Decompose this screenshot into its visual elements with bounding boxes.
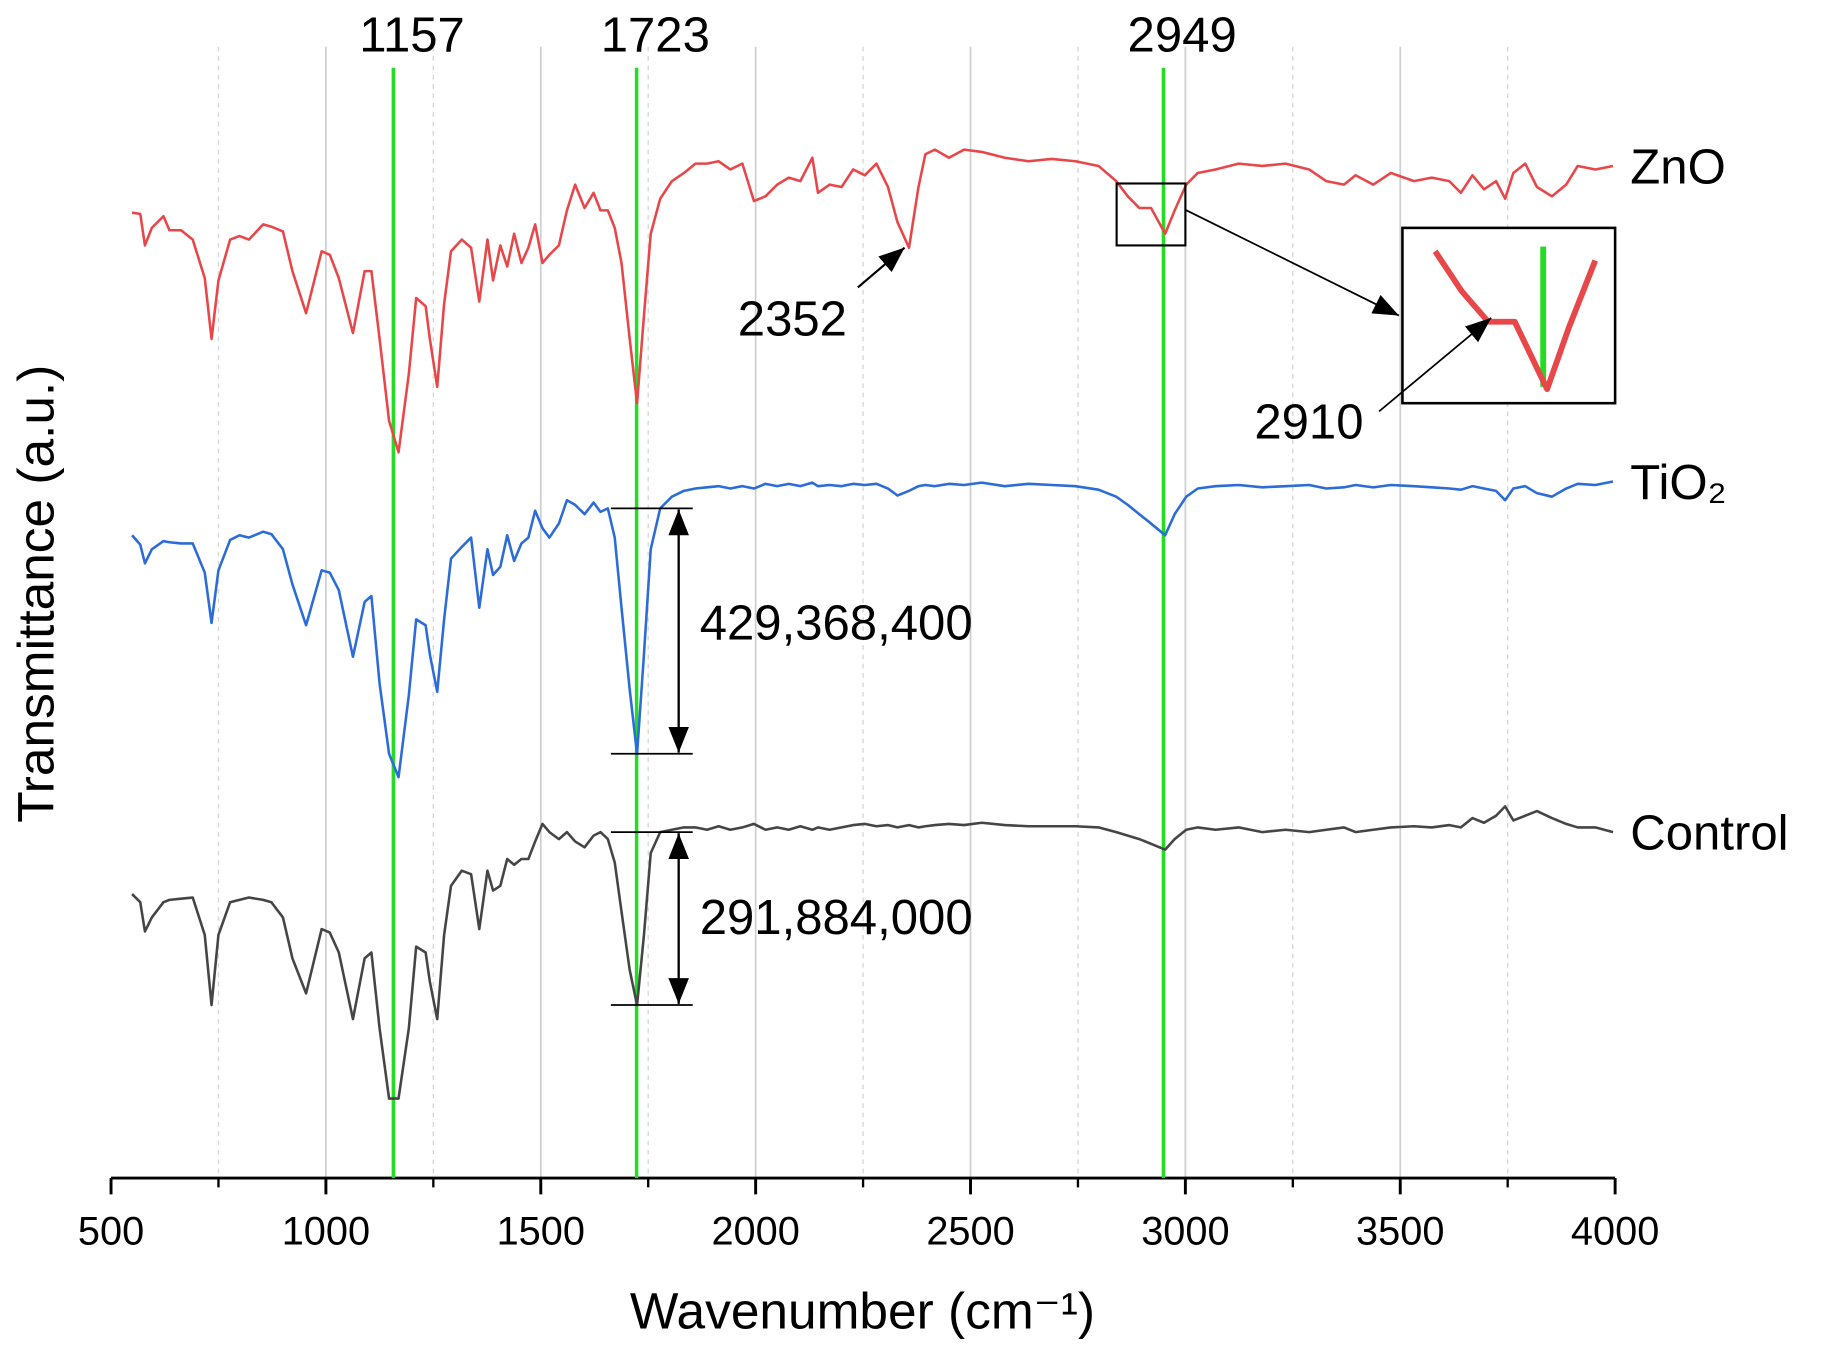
peak-label: 1723 — [601, 9, 710, 63]
series-label: TiO₂ — [1630, 456, 1726, 510]
callout-label: 2910 — [1254, 395, 1363, 449]
x-tick-label: 2000 — [711, 1210, 799, 1254]
x-tick-label: 3000 — [1141, 1210, 1229, 1254]
x-tick-label: 3500 — [1356, 1210, 1444, 1254]
x-axis-title: Wavenumber (cm⁻¹) — [630, 1281, 1095, 1339]
series-line — [131, 148, 1614, 454]
height-label: 291,884,000 — [700, 891, 973, 945]
peak-label: 2949 — [1128, 9, 1237, 63]
x-tick-label: 2500 — [926, 1210, 1014, 1254]
peak-label: 1157 — [359, 9, 465, 63]
zoom-box — [1115, 182, 1187, 247]
x-tick-label: 500 — [78, 1210, 144, 1254]
zoom-connector — [1184, 208, 1400, 317]
callout-arrow — [1378, 317, 1492, 413]
callout-arrow — [857, 246, 906, 289]
x-tick-label: 1000 — [282, 1210, 370, 1254]
series-label: Control — [1630, 807, 1788, 861]
height-label: 429,368,400 — [700, 596, 973, 650]
series-label: ZnO — [1630, 141, 1725, 195]
callout-label: 2352 — [738, 292, 847, 346]
x-tick-label: 4000 — [1571, 1210, 1659, 1254]
y-axis-title: Transmittance (a.u.) — [6, 365, 64, 823]
series-line — [131, 480, 1614, 779]
x-tick-label: 1500 — [497, 1210, 585, 1254]
series-line — [131, 805, 1614, 1100]
inset-line — [1432, 249, 1598, 393]
